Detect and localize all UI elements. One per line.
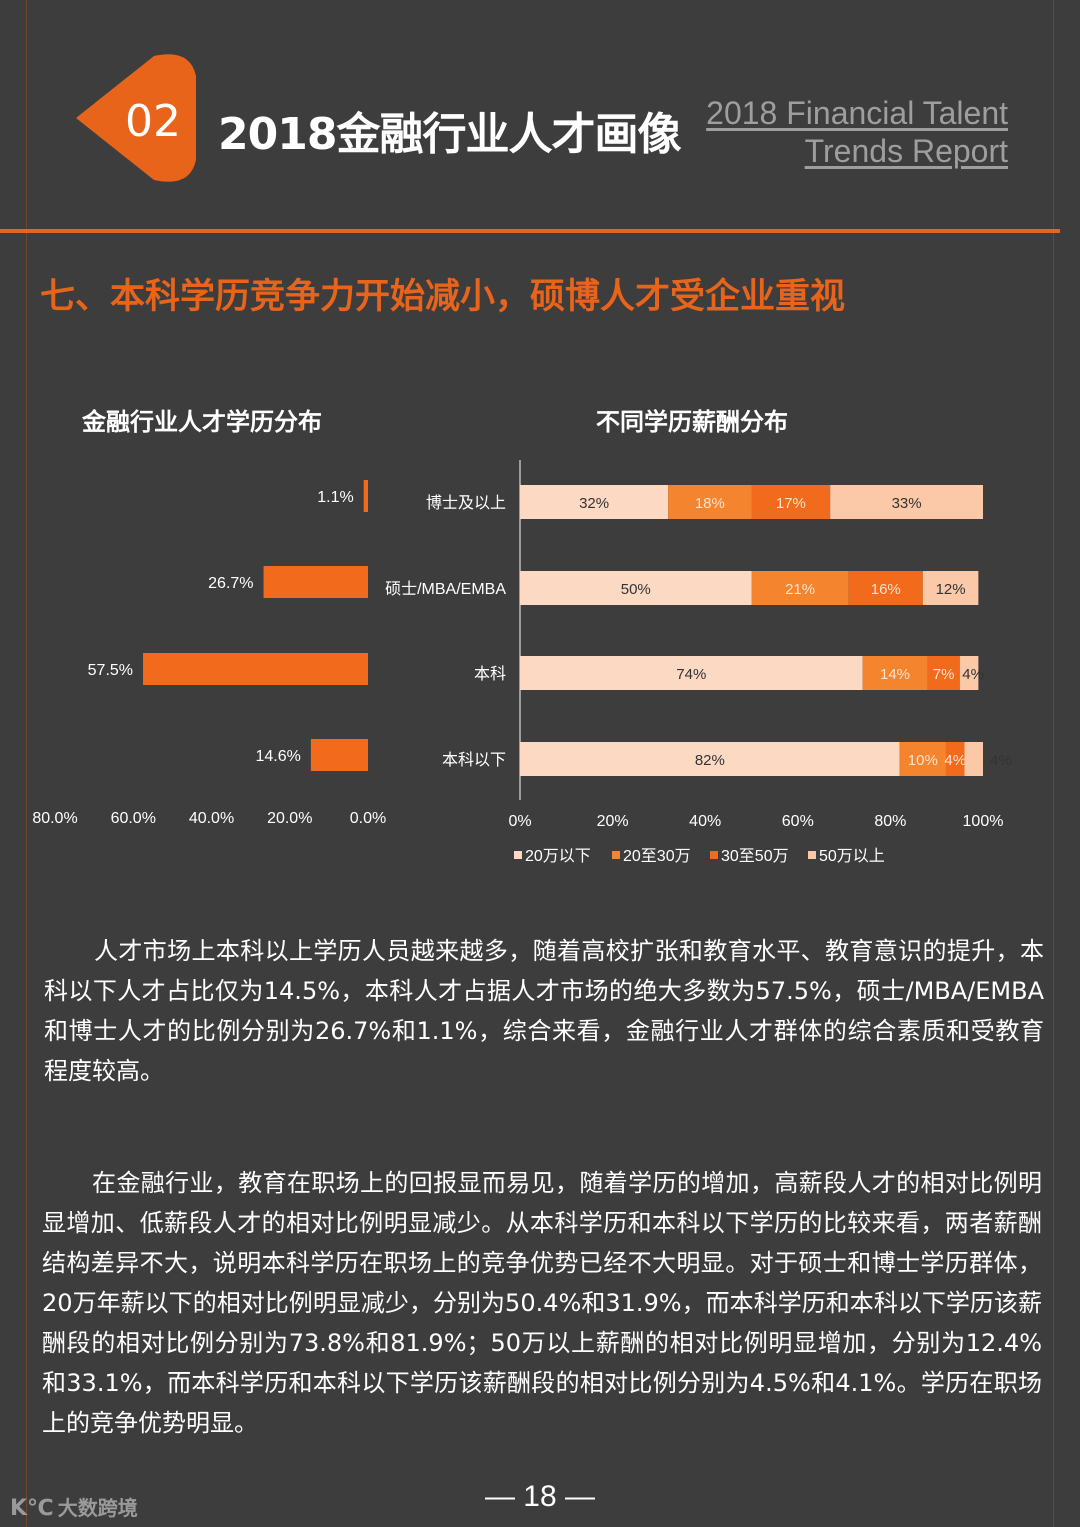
category-label: 本科 (474, 665, 506, 683)
bar-2 (263, 566, 368, 598)
bar-4 (310, 739, 368, 771)
right-border-line (1053, 0, 1054, 1527)
segment-value-label: 16% (871, 581, 901, 598)
segment-value-label: 10% (908, 752, 938, 769)
stack-segment-3 (848, 571, 923, 605)
x-tick-label: 80.0% (32, 810, 77, 827)
legend-swatch-4 (808, 851, 816, 859)
left-border-line (26, 0, 27, 1527)
segment-value-label: 82% (695, 752, 725, 769)
legend-label-3: 30至50万 (721, 848, 789, 865)
bar-1 (363, 480, 368, 512)
stack-segment-4 (964, 742, 983, 776)
bar-value-label: 14.6% (256, 748, 301, 765)
stack-segment-1 (520, 656, 863, 690)
section-badge-shape (76, 54, 196, 182)
bar-value-label: 57.5% (88, 662, 133, 679)
stack-segment-3 (927, 656, 960, 690)
x-tick-label: 40.0% (189, 810, 234, 827)
education-distribution-chart: 1.1% 26.7% 57.5% 14.6% 80.0% 60.0% 40.0% 20.0% 0… (32, 480, 386, 827)
legend-label-4: 50万以上 (819, 847, 885, 865)
x-tick-label: 0.0% (350, 810, 386, 827)
stack-segment-3 (751, 485, 831, 519)
x-tick-label: 20% (597, 813, 629, 830)
legend-label-1: 20万以下 (525, 848, 591, 865)
segment-value-label: 50% (621, 581, 651, 598)
segment-value-label: 21% (785, 581, 815, 598)
english-title: 2018 Financial Talent Trends Report (706, 94, 1008, 170)
x-tick-label: 60% (782, 813, 814, 830)
paragraph-education-distribution: 人才市场上本科以上学历人员越来越多，随着高校扩张和教育水平、教育意识的提升，本科… (44, 937, 1044, 1085)
stack-segment-4 (830, 485, 983, 519)
segment-value-label: 18% (695, 495, 725, 512)
stack-segment-1 (520, 571, 752, 605)
segment-value-label: 14% (880, 666, 910, 683)
segment-value-label: 4% (962, 666, 984, 683)
legend-label-2: 20至30万 (623, 848, 691, 865)
page-number: — 18 — (484, 1480, 596, 1513)
segment-value-label: 7% (933, 666, 955, 683)
category-label: 本科以下 (442, 751, 506, 769)
stack-segment-2 (668, 485, 752, 519)
header-divider (0, 229, 1060, 233)
right-chart-title: 不同学历薪酬分布 (596, 408, 788, 436)
section-heading: 七、本科学历竞争力开始减小，硕博人才受企业重视 (40, 277, 846, 317)
stack-segment-1 (520, 742, 900, 776)
x-tick-label: 20.0% (267, 810, 312, 827)
legend-swatch-2 (612, 851, 620, 859)
bar-3 (143, 653, 368, 685)
stack-segment-2 (862, 656, 928, 690)
salary-distribution-chart: 博士及以上 32% 18% 17% 33% 硕士/MBA/EMBA 50% 21% 16% 12%… (385, 460, 1012, 865)
left-chart-title: 金融行业人才学历分布 (82, 408, 322, 436)
brand-logo-icon: K℃ (10, 1496, 54, 1521)
stack-segment-3 (945, 742, 965, 776)
english-title-line2: Trends Report (804, 133, 1008, 169)
stack-segment-4 (922, 571, 979, 605)
segment-value-label: 4% (944, 752, 966, 769)
stack-segment-2 (899, 742, 946, 776)
x-tick-label: 0% (508, 813, 531, 830)
section-number: 02 (125, 96, 181, 147)
x-tick-label: 40% (689, 813, 721, 830)
brand-logo-text: 大数跨境 (57, 1496, 138, 1520)
bar-value-label: 1.1% (317, 489, 353, 506)
category-label: 博士及以上 (426, 494, 506, 512)
category-label: 硕士/MBA/EMBA (385, 580, 506, 598)
legend-swatch-3 (710, 851, 718, 859)
bar-value-label: 26.7% (208, 575, 253, 592)
segment-value-label: 32% (579, 495, 609, 512)
segment-value-label: 17% (776, 495, 806, 512)
segment-value-label: 4% (990, 752, 1012, 769)
paragraph-salary-analysis: 在金融行业，教育在职场上的回报显而易见，随着学历的增加，高薪段人才的相对比例明显… (42, 1169, 1042, 1437)
segment-value-label: 74% (676, 666, 706, 683)
page-title: 2018金融行业人才画像 (218, 109, 681, 160)
segment-value-label: 12% (936, 581, 966, 598)
x-tick-label: 60.0% (111, 810, 156, 827)
segment-value-label: 33% (892, 495, 922, 512)
brand-logo: K℃ 大数跨境 (10, 1492, 138, 1521)
legend-swatch-1 (514, 851, 522, 859)
stack-segment-4 (959, 656, 979, 690)
x-tick-label: 80% (874, 813, 906, 830)
x-tick-label: 100% (963, 813, 1004, 830)
stack-segment-2 (751, 571, 849, 605)
stack-segment-1 (520, 485, 669, 519)
english-title-line1: 2018 Financial Talent (706, 95, 1008, 131)
